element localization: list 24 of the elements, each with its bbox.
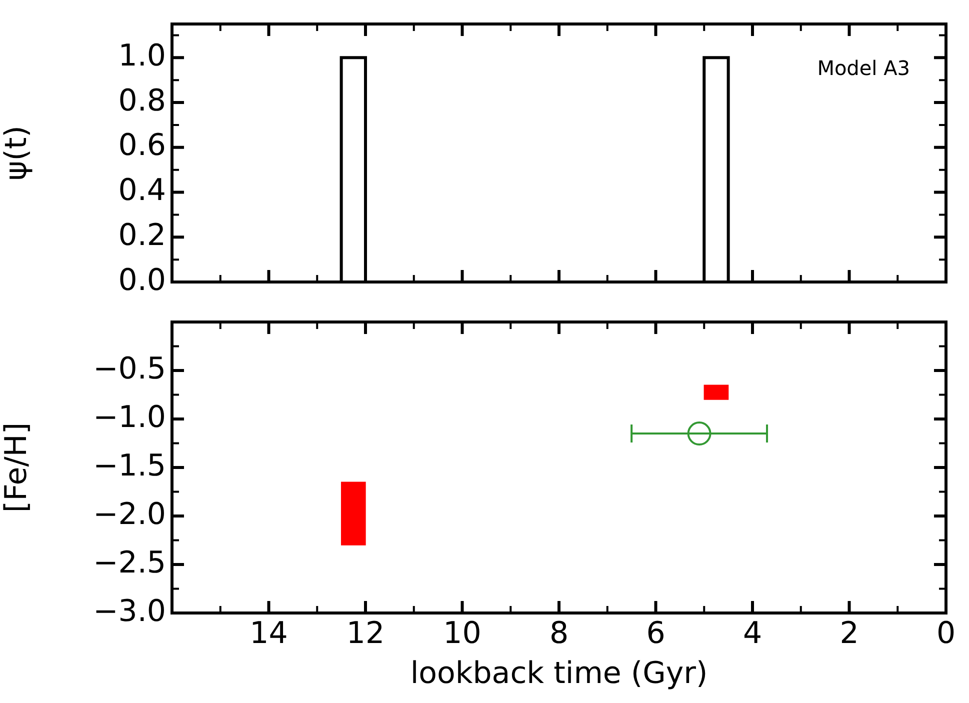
x-tick-label: 12 <box>346 616 385 651</box>
y-tick-label: −1.5 <box>93 448 166 484</box>
y-axis-title: ψ(t) <box>0 126 34 180</box>
y-tick-label: −2.0 <box>93 496 166 532</box>
y-tick-label: 1.0 <box>118 38 166 74</box>
annotation: Model A3 <box>817 56 910 80</box>
y-tick-label: 0.8 <box>118 83 166 118</box>
y-tick-label: 0.6 <box>118 128 166 164</box>
x-tick-label: 10 <box>443 616 482 651</box>
x-tick-label: 8 <box>549 616 569 651</box>
y-tick-label: 0.0 <box>118 262 166 298</box>
y-tick-label: 0.2 <box>118 218 166 253</box>
y-tick-label: −3.0 <box>93 594 166 629</box>
x-tick-label: 2 <box>840 616 859 651</box>
x-tick-label: 6 <box>646 616 666 651</box>
x-tick-label: 4 <box>742 616 762 651</box>
y-tick-label: −2.5 <box>93 545 166 580</box>
x-axis-title: lookback time (Gyr) <box>410 656 708 691</box>
x-tick-label: 14 <box>250 616 288 651</box>
y-tick-label: 0.4 <box>118 173 166 208</box>
y-tick-label: −1.0 <box>93 400 166 435</box>
y-axis-title: [Fe/H] <box>0 422 34 513</box>
y-tick-label: −0.5 <box>93 351 166 386</box>
x-tick-label: 0 <box>936 616 956 651</box>
